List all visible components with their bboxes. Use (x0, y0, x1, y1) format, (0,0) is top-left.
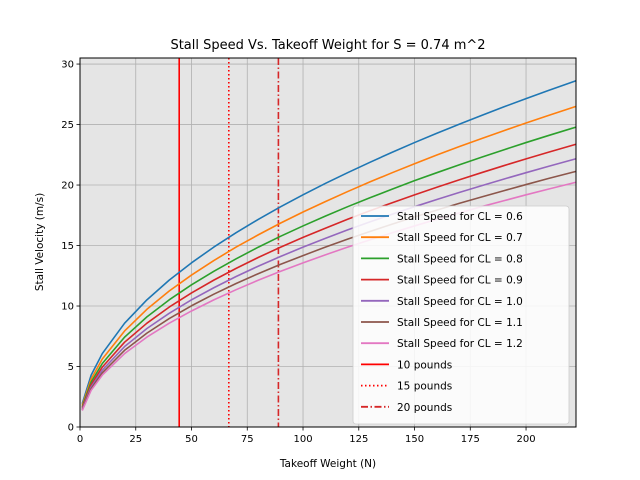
series-line-2 (81, 126, 577, 408)
legend-entry-label: Stall Speed for CL = 1.0 (397, 296, 523, 308)
x-tick-label: 175 (461, 434, 480, 445)
x-tick-label: 100 (293, 434, 312, 445)
x-tick-label: 25 (129, 434, 142, 445)
series-line-3 (81, 143, 577, 409)
x-tick-label: 50 (185, 434, 198, 445)
x-tick-label: 125 (349, 434, 368, 445)
series-line-5 (81, 170, 577, 411)
legend-entry-label: 15 pounds (397, 381, 452, 393)
y-tick-label: 30 (61, 60, 74, 71)
x-axis-ticks: 0 25 50 75 100 125 150 175 200 (77, 427, 536, 445)
legend-entry-label: 10 pounds (397, 359, 452, 371)
series-line-0 (81, 79, 577, 405)
y-tick-label: 25 (61, 120, 74, 131)
legend-entry-label: Stall Speed for CL = 1.2 (397, 338, 523, 350)
legend-entry-label: Stall Speed for CL = 0.6 (397, 211, 523, 223)
y-tick-label: 15 (61, 241, 74, 252)
legend-entry-label: Stall Speed for CL = 0.8 (397, 253, 523, 265)
series-line-4 (81, 158, 577, 410)
weight-reference-lines (178, 58, 280, 427)
legend-entry-label: 20 pounds (397, 402, 452, 414)
x-tick-label: 75 (241, 434, 254, 445)
x-tick-label: 150 (405, 434, 424, 445)
x-tick-label: 0 (77, 434, 83, 445)
x-tick-label: 200 (516, 434, 535, 445)
y-tick-label: 10 (61, 302, 74, 313)
plot-frame (79, 57, 577, 428)
y-tick-label: 0 (68, 423, 74, 434)
x-axis-label: Takeoff Weight (N) (279, 458, 376, 470)
legend-box (352, 205, 570, 425)
y-axis-label: Stall Velocity (m/s) (34, 193, 46, 291)
legend-entry-label: Stall Speed for CL = 0.9 (397, 275, 523, 287)
series-line-1 (81, 105, 577, 406)
y-tick-label: 20 (61, 181, 74, 192)
legend: Stall Speed for CL = 0.6 Stall Speed for … (352, 205, 570, 425)
series-lines (81, 79, 577, 411)
chart-title: Stall Speed Vs. Takeoff Weight for S = 0… (170, 38, 485, 53)
y-axis-ticks: 0 5 10 15 20 25 30 (61, 60, 80, 434)
legend-entry-label: Stall Speed for CL = 0.7 (397, 232, 523, 244)
y-tick-label: 5 (68, 362, 74, 373)
legend-entry-label: Stall Speed for CL = 1.1 (397, 317, 523, 329)
